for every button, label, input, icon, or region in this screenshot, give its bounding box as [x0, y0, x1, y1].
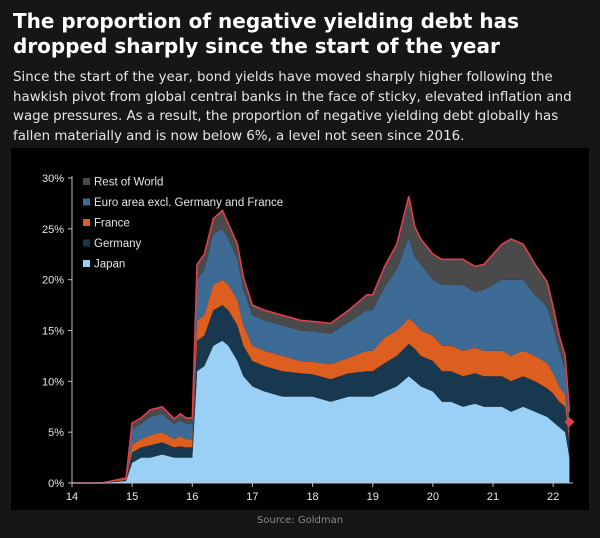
x-tick-label: 18 [306, 491, 318, 503]
endpoint-marker [564, 417, 575, 427]
x-tick-label: 20 [427, 491, 439, 503]
x-tick-label: 22 [547, 491, 559, 503]
x-tick-label: 15 [126, 491, 138, 503]
series-areas [72, 196, 575, 484]
legend-label: Rest of World [94, 177, 163, 189]
legend-swatch [83, 260, 90, 267]
legend-swatch [83, 219, 90, 226]
y-tick-label: 10% [42, 376, 64, 388]
y-tick-label: 5% [48, 427, 64, 439]
legend: Rest of World Euro area excl. Germany and… [83, 177, 283, 271]
source-note: Source: Goldman [256, 515, 344, 526]
x-tick-label: 17 [246, 491, 258, 503]
legend-swatch [83, 198, 90, 206]
page-title: The proportion of negative yielding debt… [13, 9, 519, 58]
y-tick-label: 25% [42, 224, 64, 236]
x-tick-label: 16 [186, 491, 198, 503]
area-japan [72, 340, 570, 483]
legend-label: Euro area excl. Germany and France [94, 197, 283, 209]
x-tick-label: 14 [66, 491, 78, 503]
legend-swatch [83, 178, 90, 185]
stacked-area-chart: 0% 5% 10% 15% 20% 25% 30% 14 15 16 17 18 19 20 21 22 Re… [42, 173, 575, 503]
y-tick-label: 0% [48, 478, 64, 490]
y-tick-label: 30% [42, 173, 64, 185]
legend-label: France [94, 218, 130, 230]
legend-swatch [83, 239, 90, 247]
y-tick-label: 15% [42, 326, 64, 338]
area-germany [72, 305, 570, 483]
total-line [72, 196, 571, 484]
x-tick-label: 21 [487, 491, 499, 503]
area-euro-area-excl-germany-and-france [72, 228, 570, 483]
page-subtitle: Since the start of the year, bond yields… [13, 70, 572, 144]
legend-label: Germany [94, 238, 142, 250]
x-tick-label: 19 [367, 491, 379, 503]
legend-label: Japan [94, 259, 125, 271]
area-rest-of-world [72, 196, 570, 484]
y-tick-label: 20% [42, 275, 64, 287]
axes: 0% 5% 10% 15% 20% 25% 30% 14 15 16 17 18 19 20 21 22 [42, 173, 573, 503]
chart-panel: 0% 5% 10% 15% 20% 25% 30% 14 15 16 17 18 19 20 21 22 Re… [11, 148, 589, 510]
